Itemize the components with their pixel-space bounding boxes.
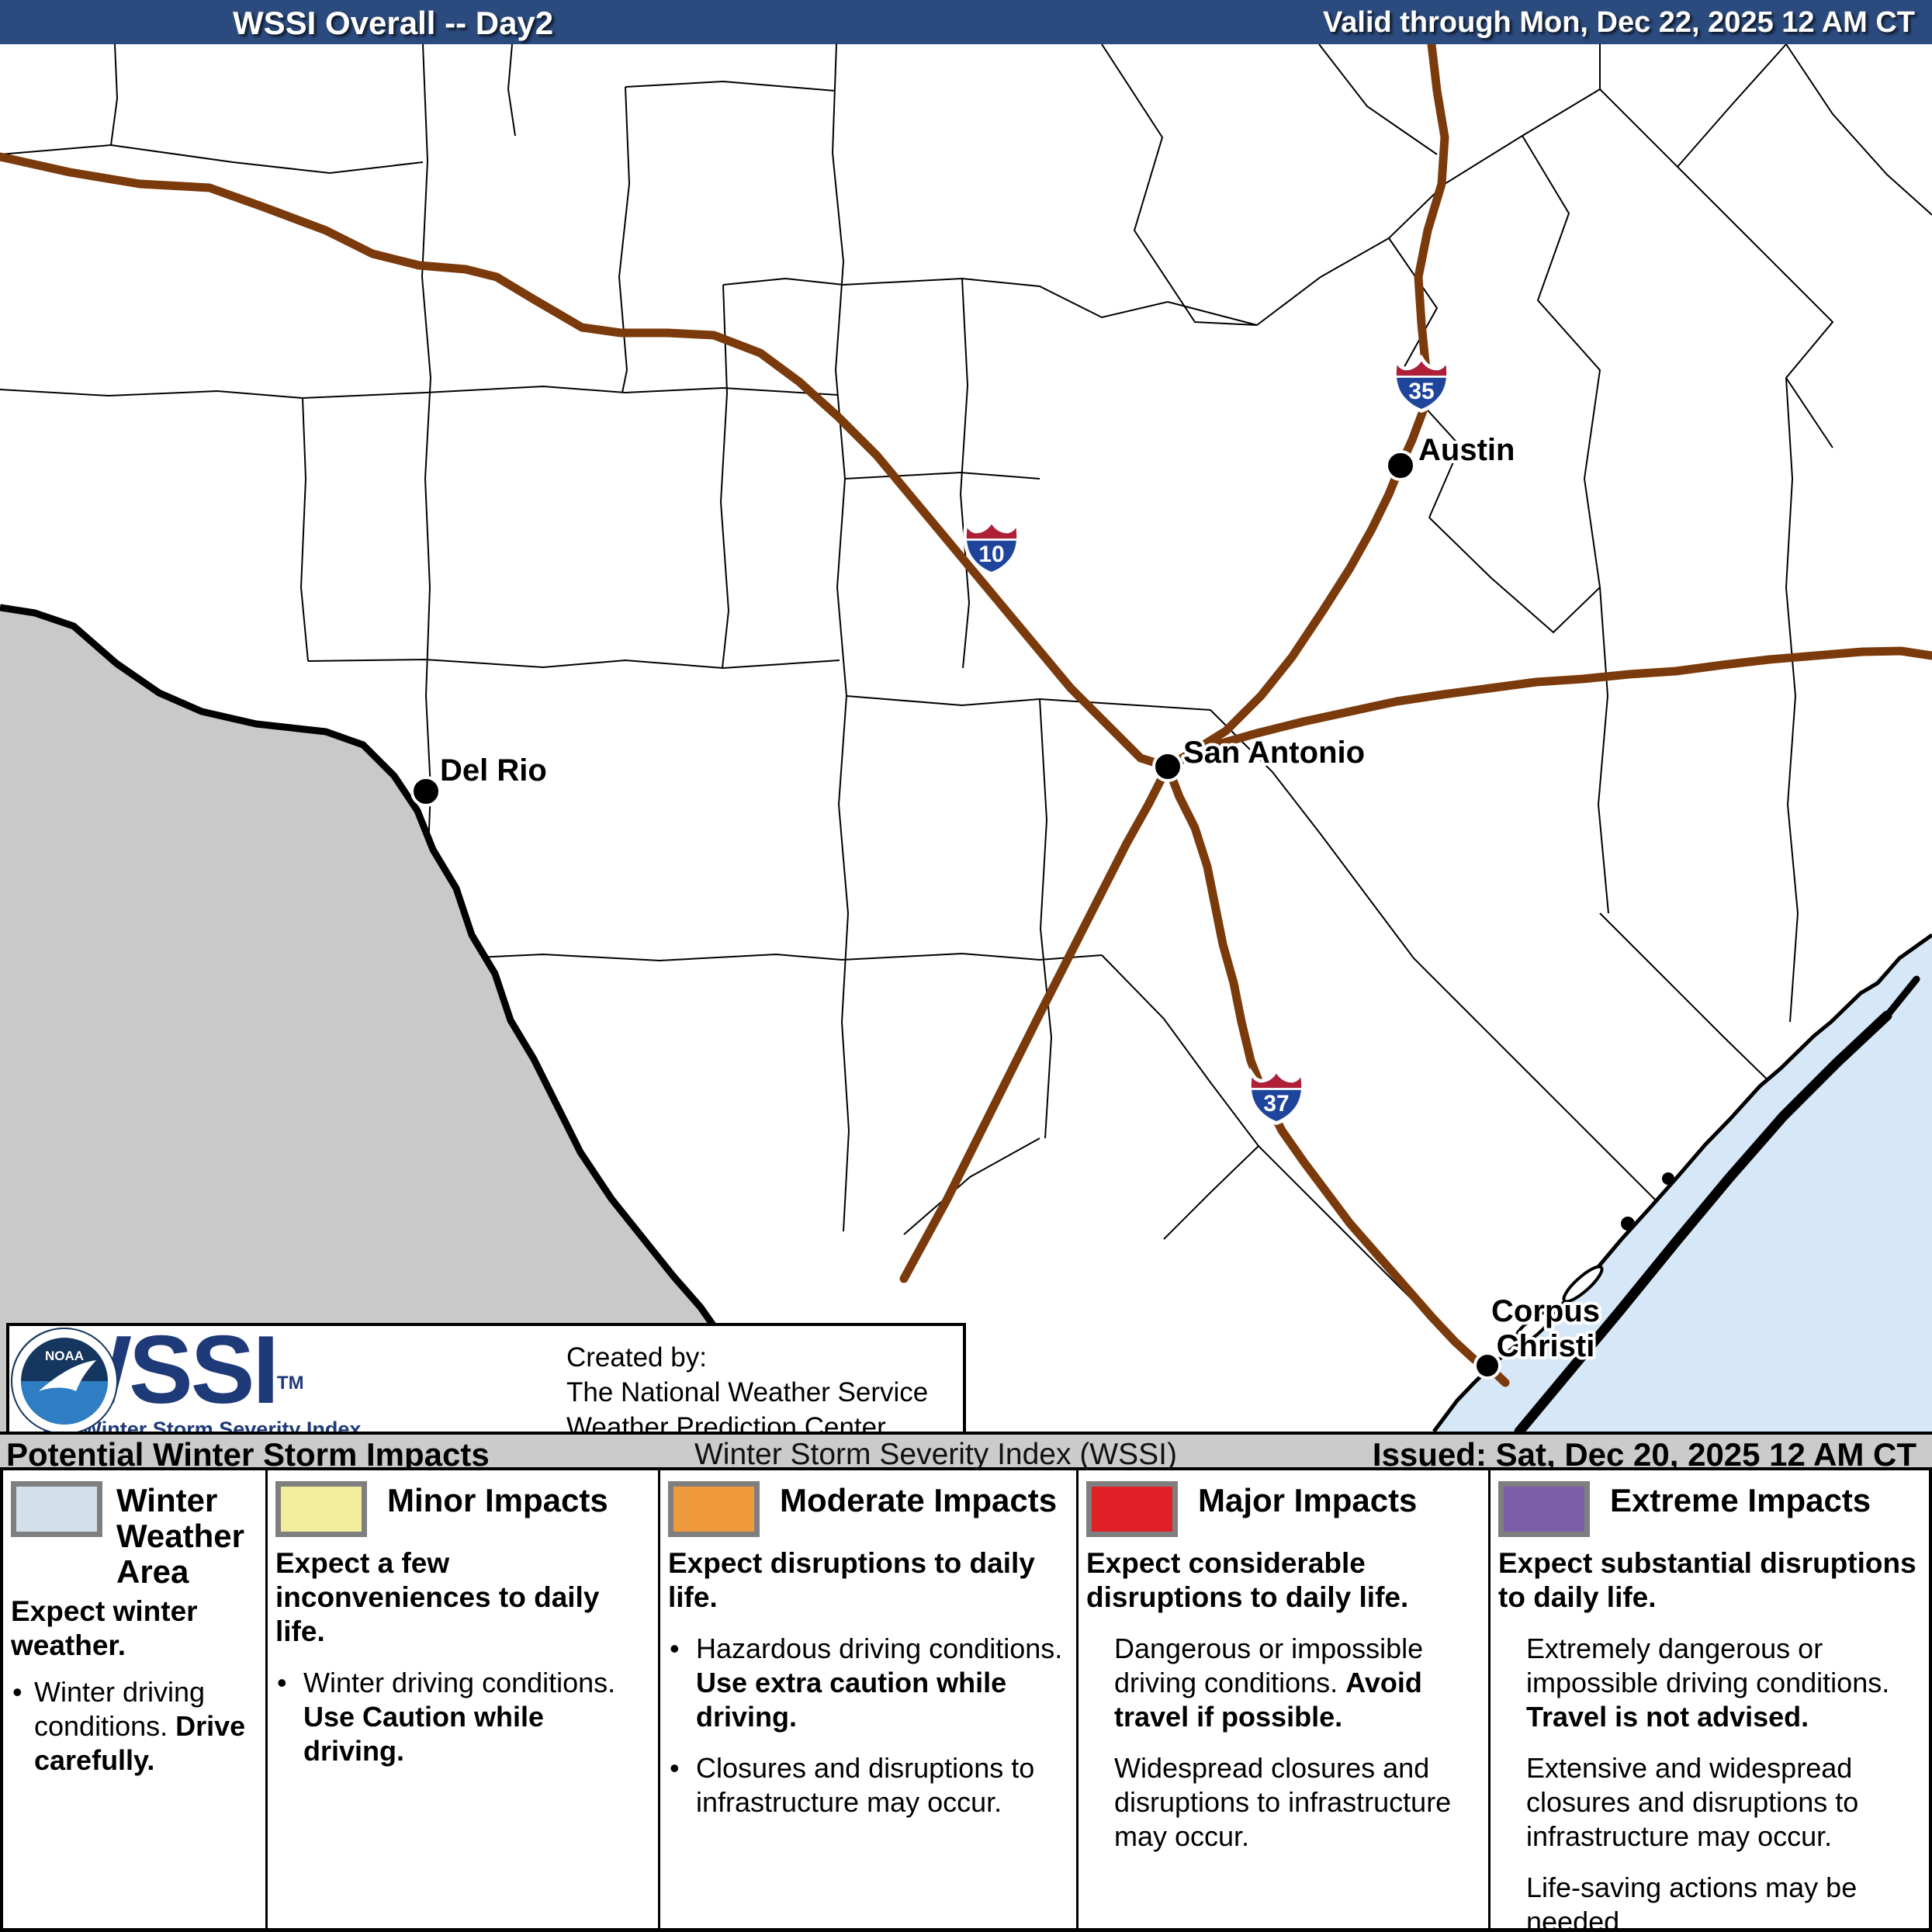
major-swatch	[1086, 1481, 1178, 1537]
i35-shield: 35	[1395, 358, 1448, 410]
noaa-label: NOAA	[45, 1349, 84, 1363]
legend-subtitle: Winter Storm Severity Index (WSSI)	[694, 1438, 1177, 1471]
bullet-icon: •	[670, 1752, 680, 1784]
major-item-2: Widespread closures and disruptions to i…	[1114, 1752, 1452, 1852]
bullet-icon: •	[12, 1676, 23, 1708]
road-i10-east	[1163, 646, 1932, 771]
rio-grande-border	[0, 604, 772, 1432]
bay-islets	[1512, 1172, 1674, 1346]
legend-title: Potential Winter Storm Impacts	[6, 1436, 490, 1473]
del-rio-label: Del Rio	[440, 753, 547, 788]
noaa-logo-icon: NOAA	[11, 1328, 118, 1435]
org-line1: The National Weather Service	[566, 1377, 929, 1407]
county-boundaries	[0, 44, 1932, 1333]
legend-col-moderate: Moderate Impacts Expect disruptions to d…	[658, 1470, 1076, 1932]
map-canvas[interactable]: 35 10 37	[0, 44, 1932, 1470]
road-i10-west	[0, 152, 1172, 771]
legend-col-minor: Minor Impacts Expect a few inconvenience…	[265, 1470, 658, 1932]
minor-intro: Expect a few inconveniences to daily lif…	[275, 1547, 600, 1647]
bullet-icon: •	[670, 1633, 680, 1664]
road-south-of-san-antonio	[899, 762, 1172, 1283]
legend-header-bar: Potential Winter Storm Impacts Winter St…	[0, 1432, 1932, 1473]
trademark: TM	[276, 1373, 304, 1394]
corpus-christi-dot	[1473, 1352, 1501, 1380]
san-antonio-dot	[1152, 751, 1183, 782]
i10-shield: 10	[965, 521, 1018, 573]
page-title: WSSI Overall -- Day2	[233, 5, 554, 41]
minor-swatch	[275, 1481, 367, 1537]
bullet-icon: •	[277, 1667, 287, 1698]
moderate-item-2: • Closures and disruptions to infrastruct…	[670, 1752, 1035, 1818]
extreme-title: Extreme Impacts	[1610, 1482, 1871, 1518]
winter-area-item: • Winter driving conditions. Drive carefu…	[12, 1676, 246, 1776]
road-i37	[1163, 762, 1510, 1387]
created-by-block: Created by: The National Weather Service…	[566, 1340, 928, 1445]
major-item-1: Dangerous or impossible driving conditio…	[1114, 1633, 1424, 1733]
issued-label: Issued: Sat, Dec 20, 2025 12 AM CT	[1372, 1436, 1916, 1473]
winter-area-title: Winter Weather Area	[116, 1482, 244, 1590]
moderate-intro: Expect disruptions to daily life.	[668, 1547, 1035, 1613]
legend-col-winter-weather-area: Winter Weather Area Expect winter weathe…	[3, 1470, 265, 1932]
austin-label: Austin	[1418, 433, 1515, 467]
extreme-swatch	[1498, 1481, 1590, 1537]
legend-panel: Winter Weather Area Expect winter weathe…	[0, 1470, 1932, 1932]
corpus-label-line2: Christi	[1497, 1329, 1595, 1363]
extreme-item-3: Life-saving actions may be needed.	[1526, 1871, 1858, 1932]
created-by-line: Created by:	[566, 1342, 707, 1373]
title-bar: WSSI Overall -- Day2 Valid through Mon, …	[0, 0, 1932, 44]
i10-number: 10	[978, 542, 1004, 567]
moderate-item-1: • Hazardous driving conditions. Use extra…	[670, 1633, 1063, 1733]
del-rio-dot	[410, 776, 441, 807]
interstate-roads	[0, 44, 1932, 1387]
city-markers	[410, 450, 1501, 1380]
moderate-swatch	[668, 1481, 760, 1537]
valid-through-label: Valid through Mon, Dec 22, 2025 12 AM CT	[1323, 6, 1915, 39]
legend-col-major: Major Impacts Expect considerable disrup…	[1076, 1470, 1488, 1932]
i35-number: 35	[1408, 379, 1434, 404]
barrier-island-north	[1883, 975, 1920, 1020]
austin-dot	[1385, 450, 1416, 481]
city-labels: Austin San Antonio Del Rio Corpus Christ…	[437, 430, 1603, 1366]
map-svg: 35 10 37	[0, 44, 1932, 1432]
extreme-intro: Expect substantial disruptions to daily …	[1498, 1547, 1916, 1613]
minor-item: • Winter driving conditions. Use Caution …	[277, 1667, 616, 1767]
moderate-title: Moderate Impacts	[780, 1482, 1058, 1518]
mexico-region	[0, 608, 768, 1432]
san-antonio-label: San Antonio	[1183, 736, 1365, 770]
legend-col-extreme: Extreme Impacts Expect substantial disru…	[1488, 1470, 1932, 1932]
major-intro: Expect considerable disruptions to daily…	[1086, 1547, 1409, 1613]
major-title: Major Impacts	[1198, 1482, 1418, 1518]
extreme-item-2: Extensive and widespread closures and di…	[1526, 1752, 1859, 1852]
corpus-label-line1: Corpus	[1491, 1294, 1600, 1328]
winter-area-intro: Expect winter weather.	[11, 1595, 198, 1661]
winter-area-swatch	[11, 1481, 102, 1537]
coastline	[1432, 933, 1932, 1432]
extreme-item-1: Extremely dangerous or impossible drivin…	[1526, 1633, 1890, 1733]
i37-number: 37	[1263, 1091, 1289, 1117]
minor-title: Minor Impacts	[387, 1482, 608, 1518]
barrier-island	[1514, 1010, 1892, 1432]
